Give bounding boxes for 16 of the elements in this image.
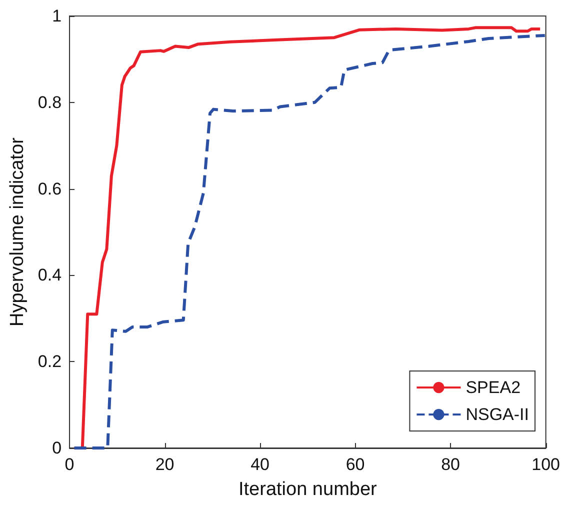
y-tick-label: 0.6 xyxy=(38,179,62,198)
y-axis-title: Hypervolume indicator xyxy=(7,136,28,327)
x-tick-label: 20 xyxy=(155,455,174,474)
y-tick-label: 0.8 xyxy=(38,92,62,112)
x-axis-title: Iteration number xyxy=(238,479,378,500)
y-tick-label: 0.2 xyxy=(38,352,62,372)
legend-label: SPEA2 xyxy=(466,378,521,397)
x-tick-label: 80 xyxy=(441,455,460,474)
y-tick-label: 0.4 xyxy=(38,266,62,285)
legend-label: NSGA-II xyxy=(466,405,530,424)
x-tick-label: 60 xyxy=(346,455,365,474)
x-tick-label: 0 xyxy=(64,455,74,474)
x-tick-label: 100 xyxy=(532,455,560,474)
y-tick-label: 1 xyxy=(52,6,62,26)
x-tick-label: 40 xyxy=(250,455,270,474)
y-tick-label: 0 xyxy=(52,438,62,458)
